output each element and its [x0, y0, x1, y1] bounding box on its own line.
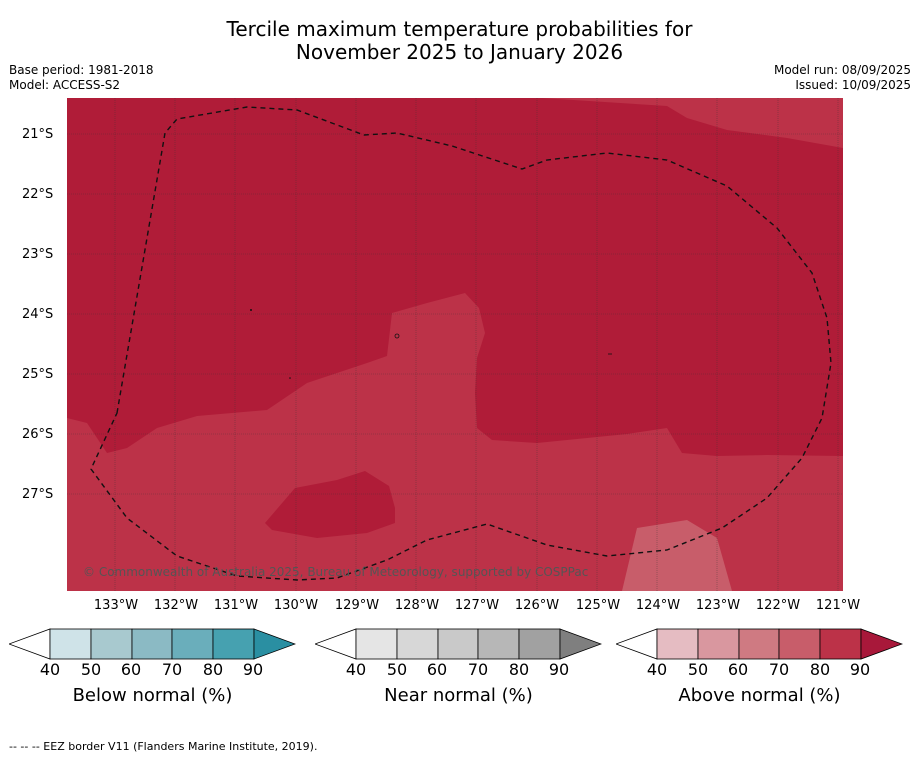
- colorbar-below-svg: [7, 628, 297, 660]
- map-region-above-70: [67, 293, 843, 591]
- lon-label: 121°W: [815, 598, 861, 613]
- colorbar-segment: [355, 628, 398, 660]
- colorbar-tick: 80: [508, 660, 530, 679]
- colorbar-tick: 40: [345, 660, 367, 679]
- colorbar-segment: [437, 628, 479, 660]
- colorbar-tick: 60: [426, 660, 448, 679]
- lon-label: 133°W: [93, 598, 139, 613]
- lon-label: 132°W: [153, 598, 199, 613]
- colorbar-above-normal: [614, 628, 904, 664]
- colorbar-segment: [559, 628, 603, 660]
- colorbar-segment: [778, 628, 821, 660]
- colorbar-tick: 70: [768, 660, 790, 679]
- colorbar-segment: [477, 628, 520, 660]
- map-region-above-80-island: [265, 471, 395, 538]
- lon-label: 130°W: [273, 598, 319, 613]
- colorbar-segment: [819, 628, 862, 660]
- colorbar-above-title: Above normal (%): [678, 685, 841, 706]
- island-marker: [394, 333, 400, 339]
- lon-label: 122°W: [755, 598, 801, 613]
- lon-label: 125°W: [575, 598, 621, 613]
- colorbar-segment: [738, 628, 780, 660]
- map-gridlines: [67, 98, 843, 591]
- colorbar-tick: 70: [161, 660, 183, 679]
- colorbar-below-normal: [7, 628, 297, 664]
- copyright-notice: © Commonwealth of Australia 2025, Bureau…: [83, 565, 589, 579]
- colorbar-segment: [518, 628, 561, 660]
- colorbar-segment: [171, 628, 214, 660]
- lat-label: 27°S: [22, 487, 54, 502]
- lon-label: 126°W: [514, 598, 560, 613]
- base-period-info: Base period: 1981-2018 Model: ACCESS-S2: [9, 63, 154, 93]
- eez-footnote: -- -- -- EEZ border V11 (Flanders Marine…: [9, 740, 318, 753]
- colorbar-tick: 90: [548, 660, 570, 679]
- colorbar-tick: 90: [242, 660, 264, 679]
- colorbar-tick: 50: [386, 660, 408, 679]
- lat-label: 26°S: [22, 427, 54, 442]
- chart-title: Tercile maximum temperature probabilitie…: [0, 18, 919, 64]
- lat-label: 22°S: [22, 187, 54, 202]
- colorbar-tick: 60: [120, 660, 142, 679]
- colorbar-tick: 40: [646, 660, 668, 679]
- model-run-info: Model run: 08/09/2025 Issued: 10/09/2025: [774, 63, 911, 93]
- colorbar-segment: [656, 628, 699, 660]
- map-region-above-60: [622, 520, 732, 591]
- colorbar-segment: [697, 628, 740, 660]
- island-marker: [289, 377, 291, 379]
- colorbar-segment: [253, 628, 297, 660]
- colorbar-tick: 80: [202, 660, 224, 679]
- base-period: Base period: 1981-2018: [9, 63, 154, 77]
- colorbar-tick: 40: [39, 660, 61, 679]
- title-line-1: Tercile maximum temperature probabilitie…: [226, 17, 693, 41]
- colorbar-segment: [396, 628, 439, 660]
- colorbar-below-title: Below normal (%): [72, 685, 233, 706]
- colorbar-segment: [90, 628, 133, 660]
- lon-label: 129°W: [334, 598, 380, 613]
- lon-label: 131°W: [213, 598, 259, 613]
- colorbar-segment: [49, 628, 92, 660]
- lat-label: 25°S: [22, 367, 54, 382]
- lon-label: 124°W: [635, 598, 681, 613]
- colorbar-near-title: Near normal (%): [384, 685, 533, 706]
- colorbar-above-svg: [614, 628, 904, 660]
- island-marker: [250, 309, 252, 311]
- colorbar-near-normal: [313, 628, 603, 664]
- lat-label: 21°S: [22, 127, 54, 142]
- lon-label: 123°W: [695, 598, 741, 613]
- colorbar-tick: 50: [687, 660, 709, 679]
- colorbar-segment: [131, 628, 173, 660]
- colorbar-near-svg: [313, 628, 603, 660]
- map-svg: [67, 98, 843, 591]
- colorbar-tick: 70: [467, 660, 489, 679]
- issued-date: Issued: 10/09/2025: [795, 78, 911, 92]
- lon-label: 127°W: [454, 598, 500, 613]
- lat-label: 23°S: [22, 247, 54, 262]
- colorbar-tick: 60: [727, 660, 749, 679]
- map-region-above-70-top: [542, 98, 843, 148]
- colorbar-tick: 50: [80, 660, 102, 679]
- colorbar-segment: [860, 628, 904, 660]
- colorbar-segment: [212, 628, 255, 660]
- model-name: Model: ACCESS-S2: [9, 78, 121, 92]
- probability-map: [67, 98, 843, 591]
- colorbar-tick: 80: [809, 660, 831, 679]
- model-run-date: Model run: 08/09/2025: [773, 63, 911, 77]
- lon-label: 128°W: [394, 598, 440, 613]
- lat-label: 24°S: [22, 307, 54, 322]
- title-line-2: November 2025 to January 2026: [295, 40, 624, 64]
- colorbar-tick: 90: [849, 660, 871, 679]
